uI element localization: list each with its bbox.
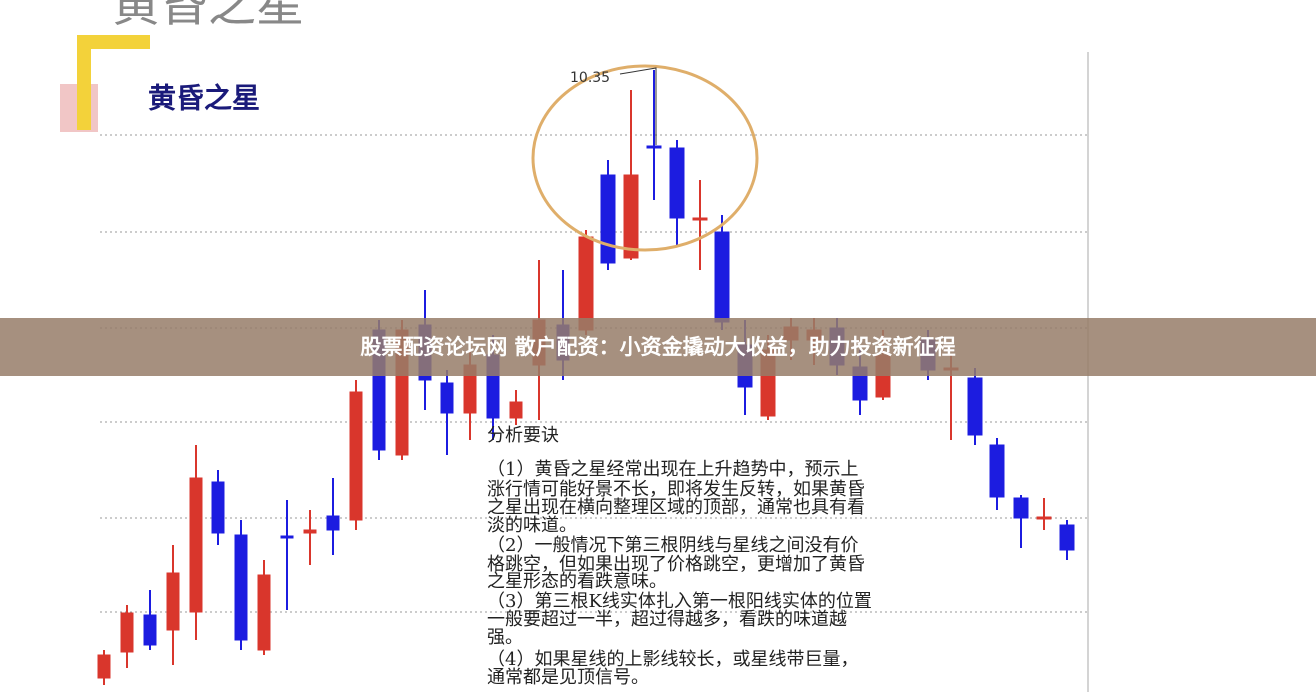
candle bbox=[234, 534, 248, 641]
candle bbox=[326, 515, 340, 531]
note-line: 涨行情可能好景不长，即将发生反转，如果黄昏 bbox=[487, 479, 865, 500]
note-line: （2）一般情况下第三根阴线与星线之间没有价 bbox=[487, 535, 858, 556]
candle bbox=[303, 529, 317, 534]
candle bbox=[189, 477, 203, 613]
title-banner: 股票配资论坛网 散户配资：小资金撬动大收益，助力投资新征程 bbox=[0, 318, 1316, 376]
leader-line bbox=[619, 67, 657, 145]
faded-title: 黄昏之星 bbox=[112, 0, 304, 33]
candle bbox=[440, 382, 454, 414]
note-line: 之星出现在横向整理区域的顶部，通常也具有看 bbox=[487, 497, 865, 518]
price-annotation: 10.35 bbox=[570, 70, 610, 86]
candle bbox=[692, 217, 708, 221]
candle bbox=[714, 231, 730, 323]
note-line: 强。 bbox=[487, 627, 523, 648]
note-line: （3）第三根K线实体扎入第一根阳线实体的位置 bbox=[487, 591, 872, 612]
note-line: 淡的味道。 bbox=[487, 515, 577, 536]
candle bbox=[989, 444, 1005, 498]
candle bbox=[509, 401, 523, 419]
candle bbox=[349, 391, 363, 521]
candle bbox=[1036, 516, 1052, 520]
note-line: 通常都是见顶信号。 bbox=[487, 667, 649, 688]
candle bbox=[280, 535, 294, 539]
note-line: （4）如果星线的上影线较长，或星线带巨量， bbox=[487, 649, 858, 670]
candle bbox=[1013, 497, 1029, 519]
candle bbox=[600, 174, 616, 264]
candle bbox=[120, 612, 134, 653]
candle bbox=[578, 236, 594, 331]
candle bbox=[1059, 524, 1075, 551]
note-line: 一般要超过一半，超过得越多，看跌的味道越 bbox=[487, 609, 847, 630]
candle bbox=[143, 614, 157, 646]
candle bbox=[166, 572, 180, 631]
note-line: 格跳空，但如果出现了价格跳空，更增加了黄昏 bbox=[487, 554, 865, 575]
candle bbox=[211, 481, 225, 534]
panel-title: 黄昏之星 bbox=[148, 82, 260, 115]
candle bbox=[967, 377, 983, 436]
candle bbox=[646, 145, 662, 149]
candle bbox=[623, 174, 639, 259]
candle bbox=[257, 574, 271, 651]
note-line: 之星形态的看跌意味。 bbox=[487, 571, 667, 592]
highlight-circle bbox=[531, 64, 759, 252]
yellow-frame bbox=[77, 35, 150, 130]
notes-heading: 分析要诀 bbox=[487, 425, 559, 446]
note-line: （1）黄昏之星经常出现在上升趋势中，预示上 bbox=[487, 459, 858, 480]
notes: （1）黄昏之星经常出现在上升趋势中，预示上涨行情可能好景不长，即将发生反转，如果… bbox=[487, 459, 872, 688]
candle bbox=[97, 654, 111, 679]
candle bbox=[669, 147, 685, 219]
